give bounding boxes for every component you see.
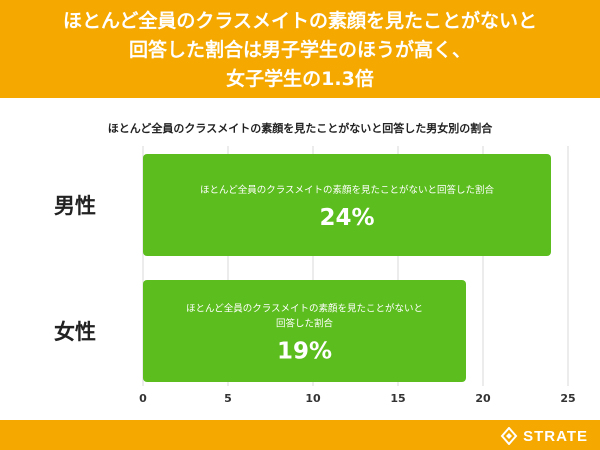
bar-caption-1-1: 回答した割合 (276, 318, 334, 330)
category-label-0: 男性 (54, 194, 96, 218)
strate-logo-icon (500, 427, 518, 445)
footer-banner: STRATE (0, 420, 600, 450)
bar-1 (143, 280, 466, 382)
x-tick-label-5: 25 (560, 392, 575, 405)
headline-line-2: 回答した割合は男子学生のほうが高く、 (128, 39, 471, 61)
brand-name: STRATE (523, 427, 588, 445)
strate-logo: STRATE (500, 426, 588, 446)
x-tick-label-2: 10 (305, 392, 321, 405)
bar-caption-0-0: ほとんど全員のクラスメイトの素顔を見たことがないと回答した割合 (200, 184, 495, 196)
x-tick-label-1: 5 (224, 392, 232, 405)
x-tick-label-3: 15 (390, 392, 405, 405)
bar-chart: 0 5 10 15 20 25男性ほとんど全員のクラスメイトの素顔を見たことがないと回答し… (54, 146, 576, 405)
chart-title: ほとんど全員のクラスメイトの素顔を見たことがないと回答した男女別の割合 (107, 122, 493, 135)
value-label-0: 24% (319, 205, 374, 231)
x-tick-label-0: 0 (139, 392, 147, 405)
bar-0 (143, 154, 551, 256)
value-label-1: 19% (277, 339, 332, 365)
category-label-1: 女性 (54, 320, 96, 344)
headline-line-3: 女子学生の1.3倍 (226, 68, 374, 90)
header-banner: ほとんど全員のクラスメイトの素顔を見たことがないと 回答した割合は男子学生のほう… (0, 0, 600, 98)
headline-line-1: ほとんど全員のクラスメイトの素顔を見たことがないと (62, 10, 538, 32)
bar-caption-1-0: ほとんど全員のクラスメイトの素顔を見たことがないと (186, 303, 423, 315)
x-tick-label-4: 20 (475, 392, 491, 405)
